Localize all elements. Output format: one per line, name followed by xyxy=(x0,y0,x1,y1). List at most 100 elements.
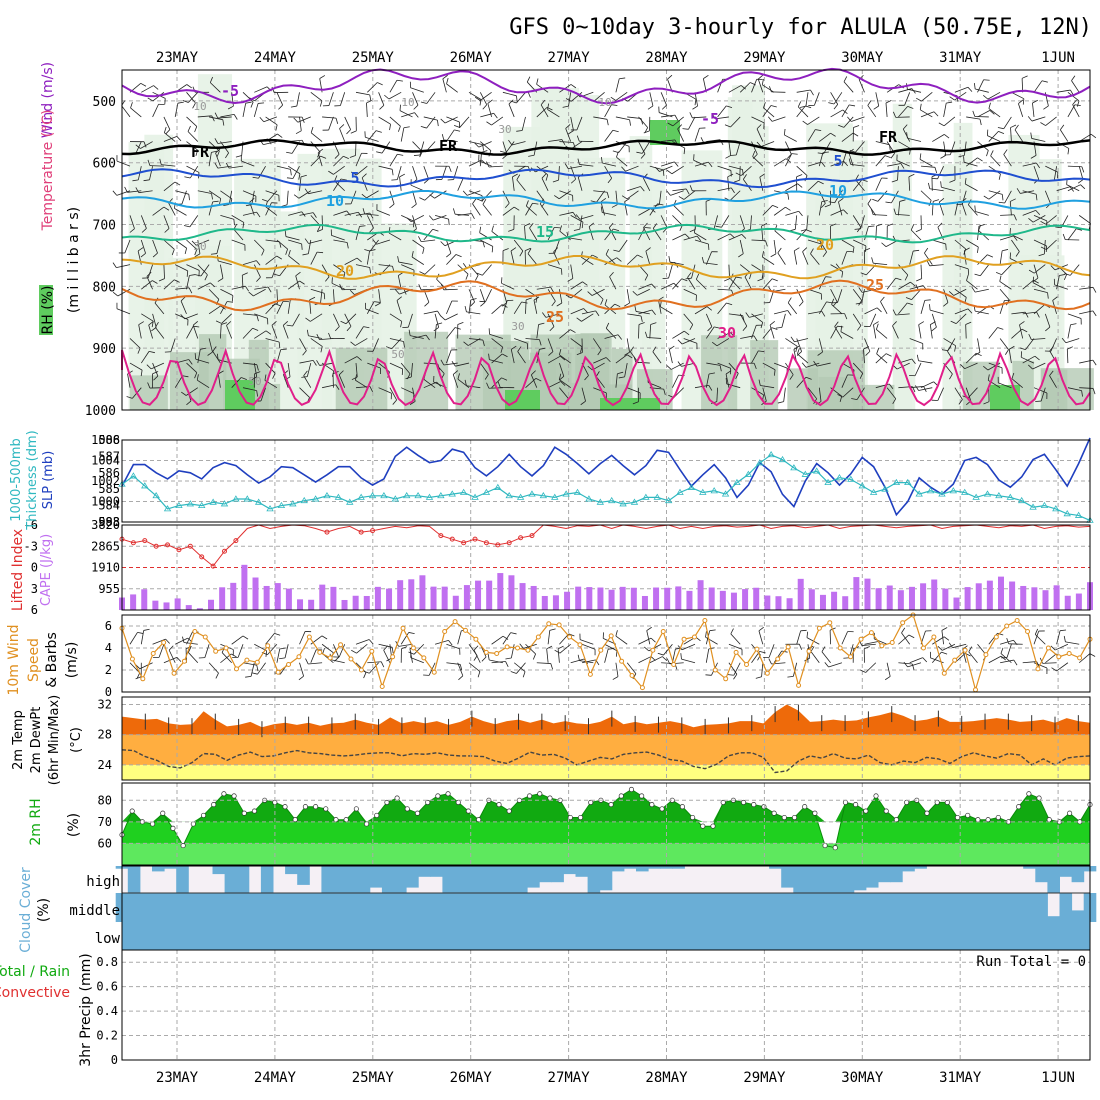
wind-barb-flag xyxy=(143,141,147,148)
wind-barb-flag xyxy=(419,197,425,201)
thickness-point xyxy=(744,470,753,477)
rh2-point xyxy=(394,795,400,801)
wind-barb-flag xyxy=(362,208,366,215)
wind-barb xyxy=(1031,116,1046,122)
wind-barb-flag xyxy=(316,360,320,366)
wind-barb xyxy=(186,116,198,127)
wind-barb xyxy=(513,301,522,315)
wind-barb-flag xyxy=(391,179,398,181)
wind-barb xyxy=(794,338,809,343)
cape-bar xyxy=(1020,585,1027,610)
wind-barb xyxy=(1022,311,1037,315)
wind-barb-flag xyxy=(153,375,159,381)
wind-barb-flag xyxy=(692,105,698,110)
cloud-mid-bar xyxy=(890,893,903,922)
wind-barb xyxy=(739,215,745,229)
wind-barb-flag xyxy=(771,327,778,330)
top-date-label: 1JUN xyxy=(1041,50,1075,66)
contour-label: 50 xyxy=(391,348,404,361)
wind-barb xyxy=(208,190,221,199)
thickness-point xyxy=(961,488,969,495)
wind-barb xyxy=(807,161,822,167)
wind-barb xyxy=(796,630,802,645)
wind-barb xyxy=(328,116,334,131)
wind-barb-flag xyxy=(152,252,158,258)
wind-barb xyxy=(965,239,979,248)
wind-barb-flag xyxy=(657,203,664,206)
wind-barb-flag xyxy=(565,294,572,299)
rh-shade-light xyxy=(629,136,653,410)
wind-barb-flag xyxy=(949,179,956,183)
wind-barb xyxy=(197,379,210,389)
wind-barb-flag xyxy=(499,150,506,154)
wind-barb xyxy=(1079,387,1094,389)
wind-barb xyxy=(367,362,381,369)
wind-barb xyxy=(152,362,159,377)
wind-barb xyxy=(706,362,721,366)
wind-barb-flag xyxy=(733,179,740,183)
wind-barb-flag xyxy=(678,196,685,200)
wind-barb-flag xyxy=(262,199,268,202)
panel-frame xyxy=(121,69,1091,411)
wind-barb xyxy=(750,215,752,230)
wind-barb-flag xyxy=(1028,218,1034,223)
wind-barb xyxy=(186,165,200,173)
wind-barb xyxy=(317,152,323,167)
wind-barb xyxy=(1049,375,1057,388)
cape-bar xyxy=(831,591,838,610)
wind-speed-point xyxy=(775,656,781,662)
wind-barb-flag xyxy=(640,153,646,159)
thickness-point xyxy=(562,490,570,497)
wind-barb xyxy=(479,362,489,375)
wind-barb xyxy=(378,116,391,125)
wind-barb xyxy=(861,643,876,646)
wind-barb-flag xyxy=(1015,251,1020,257)
wind-barb-flag xyxy=(916,97,922,102)
cloud-high-bar xyxy=(575,866,589,877)
wind-barb-flag xyxy=(837,394,844,398)
precip-side-labels: Total / Rain Convective 3hr Precip (mm) … xyxy=(0,953,1086,1066)
rh2-point xyxy=(425,799,431,805)
wind-barb-flag xyxy=(516,130,523,132)
wind-barb xyxy=(189,165,199,179)
wind-barb xyxy=(536,107,548,118)
wind-barb xyxy=(852,215,862,228)
wind-barb xyxy=(508,103,515,118)
wind-barb xyxy=(559,230,571,241)
label-thickness-2: Thickness (dm) xyxy=(25,430,40,530)
wind-barb xyxy=(478,141,492,148)
wind-speed-point xyxy=(494,651,500,656)
wind-barb xyxy=(955,313,967,324)
wind-barb xyxy=(378,387,392,394)
wind-barb xyxy=(339,92,346,106)
wind-barb xyxy=(535,165,549,173)
wind-barb-flag xyxy=(242,272,248,276)
cloud-mid-bar xyxy=(188,893,201,922)
wind-barb xyxy=(841,132,854,142)
wind-barb xyxy=(423,379,436,389)
wind-barb-flag xyxy=(446,252,452,258)
wind-speed-point xyxy=(577,642,583,648)
wind-barb-flag xyxy=(549,628,556,631)
wind-barb xyxy=(828,662,843,668)
wind-barb xyxy=(292,313,300,327)
wind-barb xyxy=(443,362,458,366)
wind-barb xyxy=(988,655,1002,664)
wind-barb-flag xyxy=(163,206,170,211)
wind-barb-flag xyxy=(903,661,908,668)
bottom-date-label: 29MAY xyxy=(743,1070,786,1086)
wind-barb xyxy=(457,177,464,191)
wind-barb-flag xyxy=(840,325,843,332)
wind-barb-flag xyxy=(817,351,823,356)
wind-barb xyxy=(705,251,713,265)
wind-barb-flag xyxy=(256,260,261,266)
wind-barb-flag xyxy=(180,296,186,302)
cloud-high-bar xyxy=(127,866,141,893)
wind-barb xyxy=(288,239,302,245)
cape-bar xyxy=(541,595,548,610)
wind-barb-flag xyxy=(1040,246,1047,250)
wind-barb xyxy=(473,650,481,663)
wind-barb-flag xyxy=(998,201,1005,204)
cloud-mid-bar xyxy=(817,893,831,922)
